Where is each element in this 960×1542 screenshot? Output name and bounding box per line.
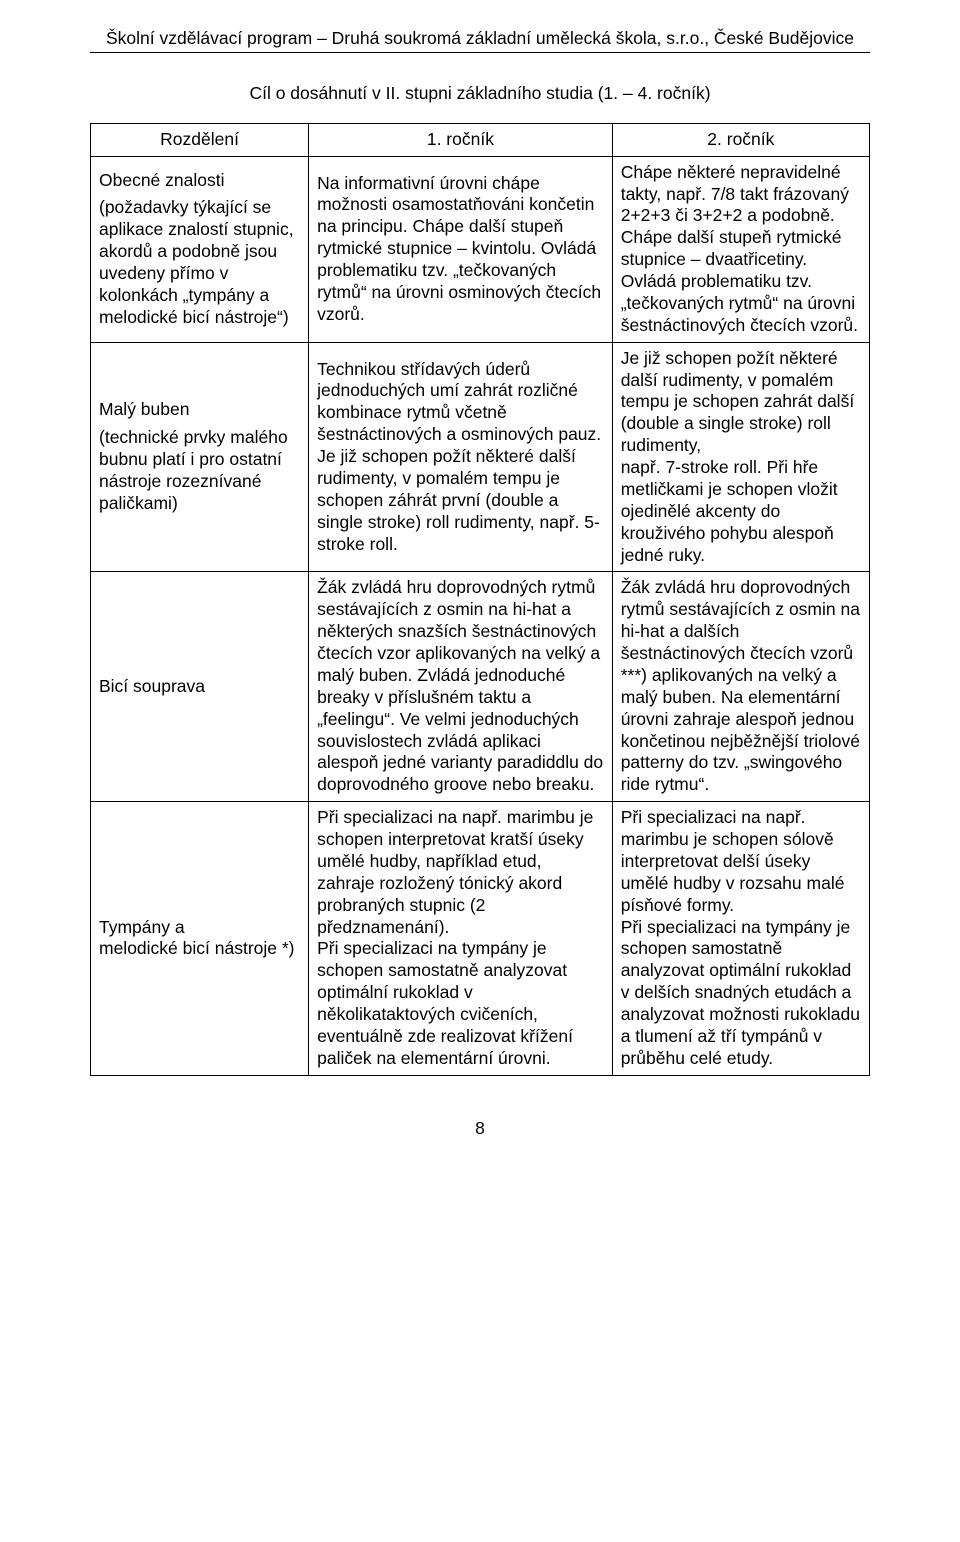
header-rule <box>90 52 870 53</box>
row-label-maly-buben: Malý buben (technické prvky malého bubnu… <box>91 342 309 572</box>
cell-y1: Na informativní úrovni chápe možnosti os… <box>309 156 613 342</box>
cell-text: Při specializaci na např. marimbu je sch… <box>317 807 604 1070</box>
document-page: Školní vzdělávací program – Druhá soukro… <box>0 0 960 1180</box>
cell-y2: Žák zvládá hru doprovodných rytmů sestáv… <box>612 572 869 802</box>
table-header-row: Rozdělení 1. ročník 2. ročník <box>91 123 870 156</box>
col-header-rozdeleni: Rozdělení <box>91 123 309 156</box>
row-label-title: Malý buben <box>99 399 300 421</box>
cell-text: Při specializaci na např. marimbu je sch… <box>621 807 861 1070</box>
cell-y2: Chápe některé nepravidelné takty, např. … <box>612 156 869 342</box>
cell-text: Technikou střídavých úderů jednoduchých … <box>317 359 604 556</box>
row-label-title: Bicí souprava <box>99 676 300 698</box>
row-label-tympany: Tympány amelodické bicí nástroje *) <box>91 802 309 1076</box>
row-label-obecne-znalosti: Obecné znalosti (požadavky týkající se a… <box>91 156 309 342</box>
cell-y2: Je již schopen požít některé další rudim… <box>612 342 869 572</box>
table-row: Obecné znalosti (požadavky týkající se a… <box>91 156 870 342</box>
cell-text: Na informativní úrovni chápe možnosti os… <box>317 173 604 326</box>
cell-text: Žák zvládá hru doprovodných rytmů sestáv… <box>317 577 604 796</box>
cell-text: Chápe některé nepravidelné takty, např. … <box>621 162 861 337</box>
table-row: Malý buben (technické prvky malého bubnu… <box>91 342 870 572</box>
cell-y1: Technikou střídavých úderů jednoduchých … <box>309 342 613 572</box>
cell-text: Je již schopen požít některé další rudim… <box>621 348 861 567</box>
col-header-1rocnik: 1. ročník <box>309 123 613 156</box>
cell-y2: Při specializaci na např. marimbu je sch… <box>612 802 869 1076</box>
row-label-title: Obecné znalosti <box>99 170 300 192</box>
row-label-sub: (požadavky týkající se aplikace znalostí… <box>99 197 300 328</box>
cell-text: Žák zvládá hru doprovodných rytmů sestáv… <box>621 577 861 796</box>
cell-y1: Žák zvládá hru doprovodných rytmů sestáv… <box>309 572 613 802</box>
col-header-2rocnik: 2. ročník <box>612 123 869 156</box>
cell-y1: Při specializaci na např. marimbu je sch… <box>309 802 613 1076</box>
page-number: 8 <box>90 1118 870 1140</box>
document-header: Školní vzdělávací program – Druhá soukro… <box>90 28 870 50</box>
section-title: Cíl o dosáhnutí v II. stupni základního … <box>90 83 870 105</box>
table-row: Bicí souprava Žák zvládá hru doprovodnýc… <box>91 572 870 802</box>
table-row: Tympány amelodické bicí nástroje *) Při … <box>91 802 870 1076</box>
row-label-bici-souprava: Bicí souprava <box>91 572 309 802</box>
curriculum-table: Rozdělení 1. ročník 2. ročník Obecné zna… <box>90 123 870 1076</box>
row-label-sub: (technické prvky malého bubnu platí i pr… <box>99 427 300 515</box>
row-label-title: Tympány amelodické bicí nástroje *) <box>99 917 300 961</box>
